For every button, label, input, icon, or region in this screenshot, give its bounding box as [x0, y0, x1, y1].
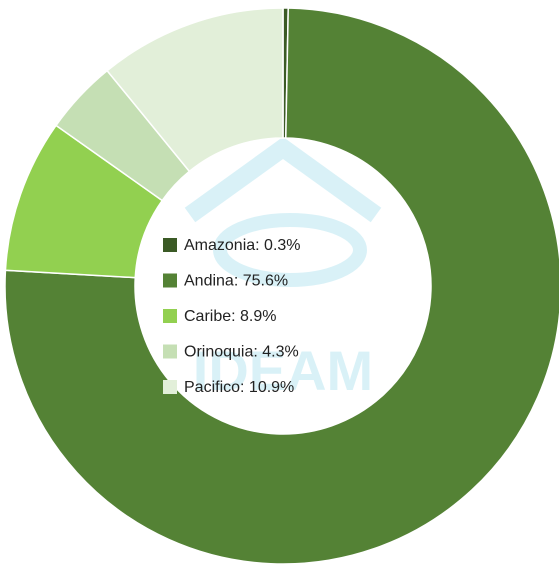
- legend-label: Caribe: 8.9%: [184, 308, 277, 325]
- legend-label: Orinoquia: 4.3%: [184, 344, 299, 361]
- watermark-eye: [213, 213, 367, 287]
- watermark-logo: IDEAM: [184, 136, 382, 402]
- legend-swatch: [163, 380, 177, 394]
- legend-swatch: [163, 344, 177, 359]
- watermark-text: IDEAM: [193, 339, 373, 402]
- legend-label: Pacifico: 10.9%: [184, 379, 294, 396]
- legend-swatch: [163, 238, 177, 252]
- donut-slice: [106, 7, 284, 173]
- legend-label: Andina: 75.6%: [184, 273, 288, 290]
- legend-swatch: [163, 309, 177, 323]
- legend-label: Amazonia: 0.3%: [184, 237, 301, 254]
- legend-swatch: [163, 273, 177, 288]
- watermark-roof: [184, 136, 382, 223]
- donut-slice: [4, 7, 559, 565]
